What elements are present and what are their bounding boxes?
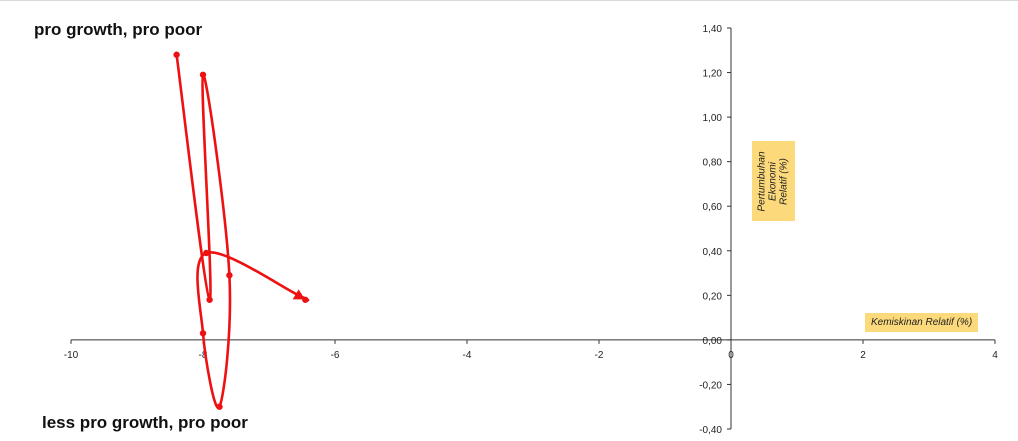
y-tick-label: 0,00 [703, 336, 723, 347]
axes-group: -10 -8 -6 -4 -2 0 2 4 -0,40 -0,20 0,00 0,20 0,40 0,60… [64, 24, 998, 436]
data-point [203, 249, 210, 257]
y-tick-label: 1,20 [703, 69, 723, 80]
y-tick-label: 0,40 [703, 247, 723, 258]
data-point [226, 272, 233, 279]
data-point [173, 51, 180, 58]
y-axis-title: Pertumbuhan Ekonomi Relatif (%) [752, 141, 795, 221]
x-tick-label: 0 [728, 350, 734, 361]
quadrant-label-bottom-left: less pro growth, pro poor [42, 413, 248, 432]
x-tick-label: -6 [331, 350, 340, 361]
y-tick-label: -0,40 [699, 425, 722, 436]
x-tick-label: -4 [463, 350, 472, 361]
y-tick-label: 0,80 [703, 158, 723, 169]
data-point [199, 330, 207, 337]
x-tick-label: -2 [595, 350, 604, 361]
x-tick-label: 4 [992, 350, 998, 361]
x-tick-label: -8 [199, 350, 208, 361]
y-tick-label: 0,60 [703, 202, 723, 213]
end-arrow-marker [292, 289, 305, 300]
series-group [173, 51, 310, 410]
data-point [206, 296, 213, 303]
x-axis-title: Kemiskinan Relatif (%) [865, 313, 979, 332]
x-tick-label: 2 [860, 350, 866, 361]
y-tick-label: 1,40 [703, 24, 723, 35]
quadrant-label-top-left: pro growth, pro poor [34, 20, 203, 39]
data-point [216, 403, 223, 410]
x-tick-label: -10 [64, 350, 79, 361]
series-line [175, 54, 310, 410]
y-tick-label: 0,20 [703, 291, 723, 302]
y-tick-label: -0,20 [699, 380, 722, 391]
data-point [199, 71, 207, 78]
y-tick-label: 1,00 [703, 113, 723, 124]
y-axis-title-text: Pertumbuhan Ekonomi Relatif (%) [757, 150, 791, 212]
